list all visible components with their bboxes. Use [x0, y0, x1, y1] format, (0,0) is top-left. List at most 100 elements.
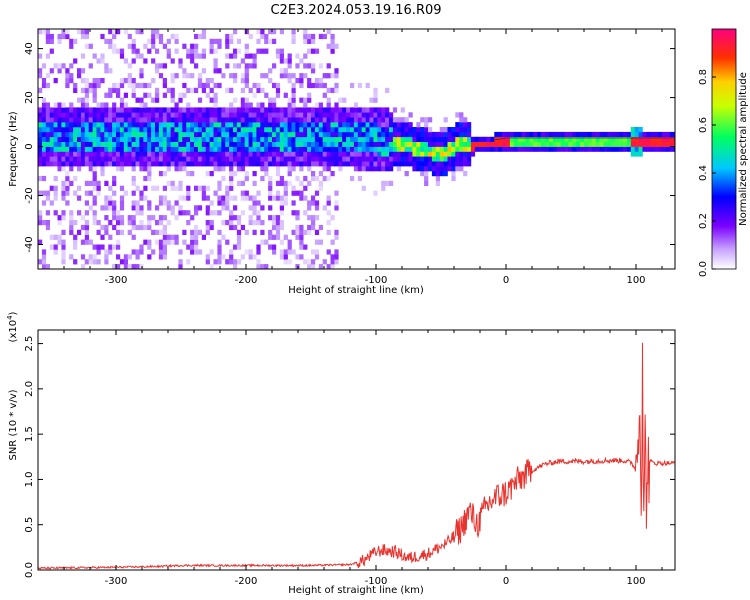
heatmap-cell — [373, 166, 378, 172]
heatmap-cell — [45, 264, 50, 269]
heatmap-cell — [307, 131, 312, 138]
heatmap-cell — [92, 107, 97, 113]
heatmap-cell — [353, 127, 359, 133]
heatmap-cell — [576, 136, 581, 142]
heatmap-cell — [342, 151, 347, 157]
heatmap-cell — [334, 73, 339, 79]
heatmap-cell — [256, 215, 261, 221]
heatmap-cell — [104, 102, 109, 108]
heatmap-cell — [61, 185, 66, 191]
heatmap-cell — [279, 131, 284, 138]
heatmap-cell — [244, 112, 249, 118]
heatmap-cell — [217, 185, 222, 191]
heatmap-cell — [330, 239, 335, 245]
heatmap-cell — [57, 131, 62, 138]
heatmap-cell — [197, 131, 203, 138]
heatmap-cell — [638, 151, 643, 157]
heatmap-cell — [61, 141, 66, 147]
heatmap-cell — [665, 146, 671, 152]
heatmap-cell — [435, 166, 440, 172]
heatmap-cell — [186, 112, 191, 118]
heatmap-cell — [373, 190, 378, 196]
heatmap-cell — [80, 107, 86, 113]
heatmap-cell — [201, 53, 206, 59]
heatmap-cell — [229, 151, 234, 157]
heatmap-cell — [80, 78, 86, 84]
heatmap-cell — [283, 136, 288, 142]
heatmap-cell — [38, 151, 43, 157]
heatmap-cell — [287, 239, 292, 245]
heatmap-cell — [314, 122, 320, 128]
heatmap-cell — [299, 239, 304, 245]
heatmap-cell — [170, 112, 175, 118]
heatmap-cell — [38, 156, 43, 162]
heatmap-cell — [240, 146, 245, 152]
heatmap-cell — [84, 220, 89, 226]
heatmap-cell — [170, 87, 175, 93]
heatmap-cell — [182, 92, 187, 98]
heatmap-cell — [389, 112, 394, 118]
y-tick-label: 0 — [24, 143, 35, 149]
heatmap-cell — [143, 175, 148, 182]
heatmap-cell — [451, 131, 456, 138]
heatmap-cell — [248, 151, 253, 157]
heatmap-cell — [272, 107, 277, 113]
heatmap-cell — [158, 112, 164, 118]
heatmap-cell — [112, 205, 117, 211]
heatmap-cell — [186, 53, 191, 59]
heatmap-cell — [65, 185, 70, 191]
heatmap-cell — [264, 127, 269, 133]
heatmap-cell — [45, 224, 50, 231]
heatmap-cell — [455, 136, 460, 142]
heatmap-cell — [112, 117, 117, 123]
heatmap-cell — [119, 117, 125, 123]
heatmap-cell — [143, 224, 148, 231]
heatmap-cell — [556, 131, 561, 138]
heatmap-cell — [408, 151, 413, 157]
heatmap-cell — [194, 43, 199, 49]
heatmap-cell — [201, 122, 206, 128]
heatmap-cell — [217, 195, 222, 201]
heatmap-cell — [205, 156, 210, 162]
heatmap-cell — [408, 136, 413, 142]
heatmap-cell — [80, 117, 86, 123]
heatmap-cell — [45, 117, 50, 123]
y-tick-label: 2.0 — [24, 381, 35, 397]
heatmap-cell — [233, 151, 238, 157]
heatmap-cell — [244, 68, 249, 74]
heatmap-cell — [482, 136, 487, 142]
heatmap-cell — [217, 156, 222, 162]
heatmap-cell — [467, 151, 472, 157]
heatmap-cell — [467, 146, 472, 152]
heatmap-cell — [365, 166, 370, 172]
heatmap-cell — [338, 127, 343, 133]
heatmap-cell — [623, 146, 628, 152]
heatmap-cell — [318, 136, 323, 142]
heatmap-cell — [53, 131, 58, 138]
heatmap-cell — [53, 146, 58, 152]
heatmap-cell — [158, 200, 164, 206]
heatmap-cell — [244, 190, 249, 196]
heatmap-cell — [451, 151, 456, 157]
heatmap-cell — [350, 107, 355, 113]
heatmap-cell — [307, 146, 312, 152]
heatmap-cell — [392, 156, 398, 162]
heatmap-cell — [303, 97, 308, 103]
heatmap-cell — [642, 136, 647, 142]
x-tick-label: -100 — [365, 275, 388, 286]
heatmap-cell — [478, 141, 483, 147]
heatmap-cell — [260, 141, 265, 147]
heatmap-cell — [619, 136, 624, 142]
heatmap-cell — [252, 53, 257, 59]
heatmap-cell — [166, 200, 171, 206]
heatmap-cell — [131, 234, 136, 240]
heatmap-cell — [194, 151, 199, 157]
heatmap-cell — [205, 195, 210, 201]
heatmap-cell — [314, 249, 320, 255]
x-tick-label: -200 — [235, 576, 258, 587]
heatmap-cell — [470, 151, 476, 157]
heatmap-cell — [135, 122, 140, 128]
heatmap-cell — [92, 112, 97, 118]
heatmap-cell — [119, 131, 125, 138]
heatmap-cell — [174, 127, 179, 133]
